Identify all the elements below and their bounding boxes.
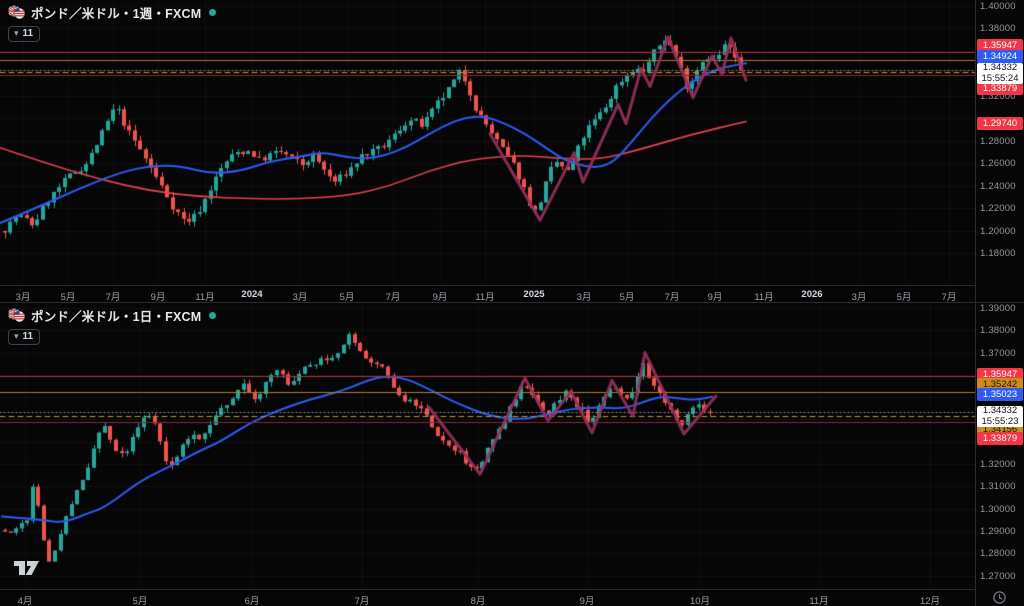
indicator-count-toggle[interactable]: ▾ 11 xyxy=(8,329,41,345)
weekly-legend: ポンド／米ドル・1週・FXCM ▾ 11 xyxy=(8,4,217,42)
time-tick-label: 6月 xyxy=(244,596,260,606)
price-tick-label: 1.27000 xyxy=(980,570,1016,582)
price-tick-label: 1.40000 xyxy=(980,0,1016,12)
tradingview-logo[interactable] xyxy=(12,556,46,585)
time-tick-label: 5月 xyxy=(132,596,148,606)
price-tick-label: 1.22000 xyxy=(980,203,1016,215)
weekly-chart-panel: ポンド／米ドル・1週・FXCM ▾ 11 xyxy=(0,0,975,284)
pair-flag-icon xyxy=(8,5,25,19)
price-line-badge: 1.29740 xyxy=(977,117,1023,130)
time-tick-label: 9月 xyxy=(707,292,723,303)
price-axis[interactable]: 1.40000 1.38000 1.32000 1.28000 1.26000 1.240… xyxy=(975,0,1024,606)
timezone-clock-button[interactable] xyxy=(993,591,1006,606)
chevron-down-icon: ▾ xyxy=(14,331,19,341)
price-tick-label: 1.31000 xyxy=(980,481,1016,493)
indicator-count-toggle[interactable]: ▾ 11 xyxy=(8,26,41,42)
time-tick-label: 2026 xyxy=(801,289,823,300)
time-tick-label: 9月 xyxy=(432,292,448,303)
market-status-icon[interactable] xyxy=(209,311,217,319)
pair-flag-icon xyxy=(8,308,25,322)
price-line-badge: 1.35947 xyxy=(977,39,1023,52)
time-tick-label: 5月 xyxy=(896,292,912,303)
symbol-title[interactable]: ポンド／米ドル・1日・FXCM xyxy=(31,309,202,324)
time-tick-label: 7月 xyxy=(105,292,121,303)
daily-legend: ポンド／米ドル・1日・FXCM ▾ 11 xyxy=(8,307,217,345)
price-tick-label: 1.18000 xyxy=(980,248,1016,260)
time-axis-weekly[interactable]: 3月 5月 7月 9月 11月 2024 3月 5月 7月 9月 11月 2025 3月 5月 7月 9月 11… xyxy=(0,285,975,303)
daily-chart-panel: ポンド／米ドル・1日・FXCM ▾ 11 xyxy=(0,303,975,588)
time-tick-label: 2024 xyxy=(241,289,263,300)
price-tick-label: 1.20000 xyxy=(980,225,1016,237)
time-tick-label: 5月 xyxy=(619,292,635,303)
price-tick-label: 1.28000 xyxy=(980,548,1016,560)
panel-divider[interactable] xyxy=(0,302,1024,303)
price-tick-label: 1.29000 xyxy=(980,525,1016,537)
time-tick-label: 11月 xyxy=(809,596,829,606)
price-tick-label: 1.38000 xyxy=(980,23,1016,35)
current-price-badge: 1.34332 15:55:24 xyxy=(977,62,1023,84)
time-tick-label: 4月 xyxy=(17,596,33,606)
price-tick-label: 1.37000 xyxy=(980,347,1016,359)
symbol-title[interactable]: ポンド／米ドル・1週・FXCM xyxy=(31,6,202,21)
price-tick-label: 1.32000 xyxy=(980,459,1016,471)
time-tick-label: 11月 xyxy=(475,292,495,303)
time-tick-label: 3月 xyxy=(576,292,592,303)
price-line-badge: 1.33879 xyxy=(977,432,1023,445)
price-line-badge: 1.35242 xyxy=(977,378,1023,391)
time-tick-label: 3月 xyxy=(15,292,31,303)
time-tick-label: 12月 xyxy=(919,596,941,606)
time-tick-label: 3月 xyxy=(851,292,867,303)
price-tick-label: 1.30000 xyxy=(980,503,1016,515)
price-line-badge: 1.35947 xyxy=(977,368,1023,381)
time-tick-label: 7月 xyxy=(354,596,370,606)
market-status-icon[interactable] xyxy=(209,8,217,16)
price-tick-label: 1.32000 xyxy=(980,90,1016,102)
weekly-price-chart[interactable] xyxy=(0,0,975,284)
time-tick-label: 7月 xyxy=(664,292,680,303)
price-tick-label: 1.24000 xyxy=(980,180,1016,192)
time-axis-daily[interactable]: 4月 5月 6月 7月 8月 9月 10月 11月 12月 xyxy=(0,589,975,606)
price-line-badge: 1.35023 xyxy=(977,388,1023,401)
price-line-badge: 1.33879 xyxy=(977,82,1023,95)
time-tick-label: 2025 xyxy=(523,289,545,300)
time-tick-label: 8月 xyxy=(470,596,486,606)
price-tick-label: 1.38000 xyxy=(980,325,1016,337)
chevron-down-icon: ▾ xyxy=(14,28,19,38)
time-tick-label: 9月 xyxy=(150,292,166,303)
time-tick-label: 9月 xyxy=(579,596,595,606)
time-tick-label: 7月 xyxy=(941,292,957,303)
time-tick-label: 11月 xyxy=(195,292,215,303)
time-tick-label: 7月 xyxy=(385,292,401,303)
time-tick-label: 3月 xyxy=(292,292,308,303)
price-tick-label: 1.28000 xyxy=(980,135,1016,147)
time-tick-label: 5月 xyxy=(60,292,76,303)
time-tick-label: 11月 xyxy=(754,292,774,303)
time-tick-label: 10月 xyxy=(689,596,711,606)
price-line-badge: 1.34924 xyxy=(977,50,1023,63)
daily-price-chart[interactable] xyxy=(0,303,975,588)
price-tick-label: 1.39000 xyxy=(980,302,1016,314)
price-tick-label: 1.26000 xyxy=(980,158,1016,170)
time-tick-label: 5月 xyxy=(339,292,355,303)
current-price-badge: 1.34332 15:55:23 xyxy=(977,405,1023,427)
